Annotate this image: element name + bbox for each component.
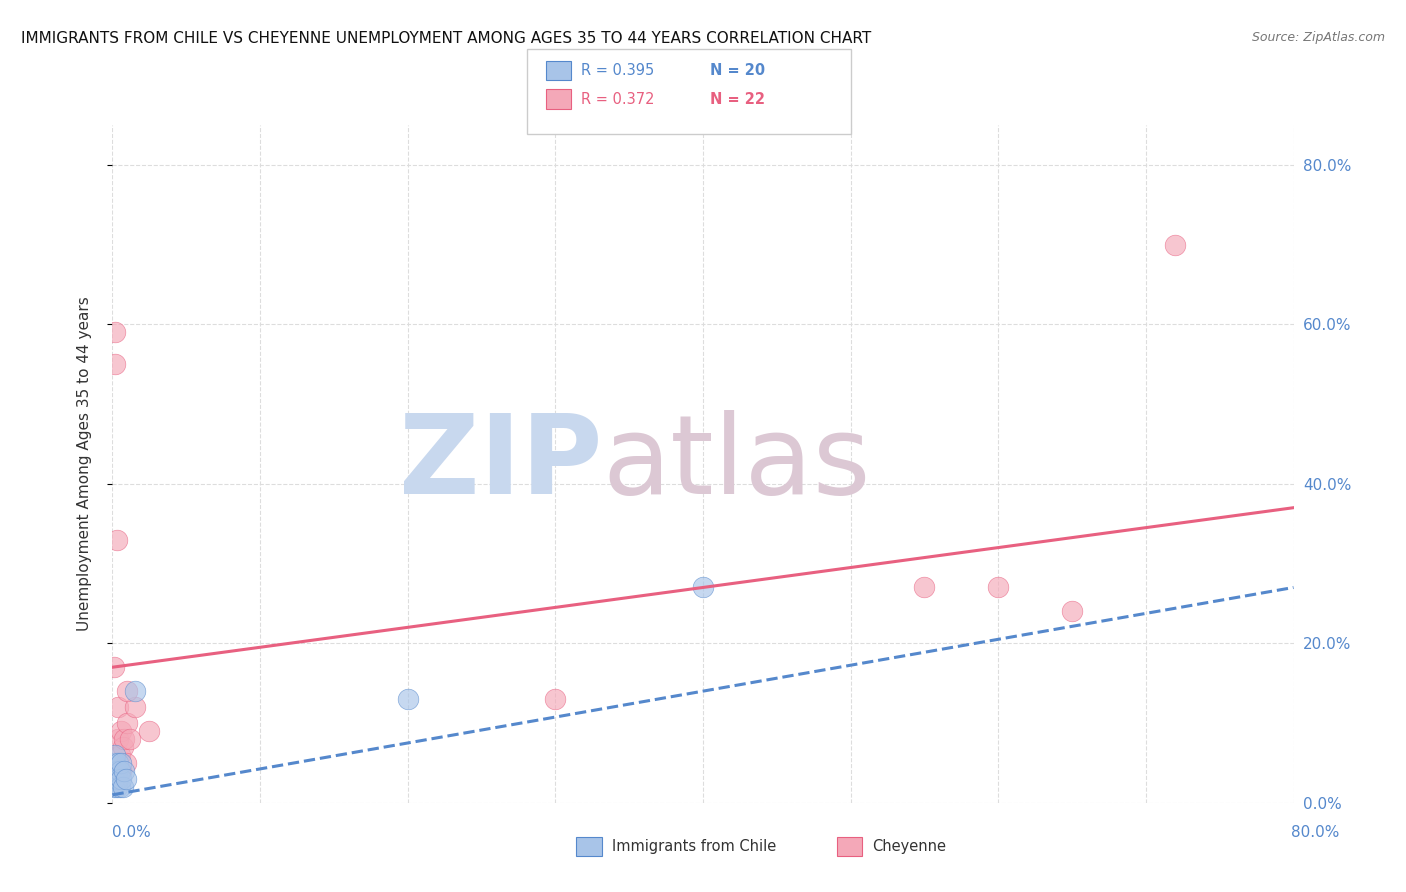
- Point: [108, 747, 131, 762]
- Text: ZIP: ZIP: [399, 410, 603, 517]
- Point: [112, 764, 135, 778]
- Point: [1164, 237, 1187, 252]
- Text: atlas: atlas: [603, 410, 872, 517]
- Text: Immigrants from Chile: Immigrants from Chile: [612, 839, 776, 854]
- Point: [105, 772, 128, 786]
- Point: [110, 772, 132, 786]
- Point: [1062, 604, 1084, 618]
- Point: [104, 357, 127, 371]
- Point: [112, 731, 135, 746]
- Point: [107, 756, 129, 770]
- Text: 0.0%: 0.0%: [112, 825, 152, 839]
- Text: Source: ZipAtlas.com: Source: ZipAtlas.com: [1251, 31, 1385, 45]
- Point: [111, 780, 134, 794]
- Point: [544, 692, 567, 706]
- Point: [124, 700, 146, 714]
- Point: [138, 724, 160, 739]
- Point: [104, 325, 127, 339]
- Point: [110, 724, 132, 739]
- Point: [117, 716, 138, 731]
- Point: [117, 684, 138, 698]
- Y-axis label: Unemployment Among Ages 35 to 44 years: Unemployment Among Ages 35 to 44 years: [77, 296, 91, 632]
- Point: [104, 747, 127, 762]
- Point: [108, 780, 131, 794]
- Point: [987, 581, 1010, 595]
- Point: [105, 533, 128, 547]
- Point: [110, 756, 132, 770]
- Point: [108, 764, 131, 778]
- Point: [103, 772, 125, 786]
- Point: [103, 780, 125, 794]
- Text: R = 0.372: R = 0.372: [581, 92, 654, 106]
- Text: R = 0.395: R = 0.395: [581, 63, 654, 78]
- Point: [105, 764, 128, 778]
- Point: [114, 756, 136, 770]
- Point: [103, 660, 125, 674]
- Point: [111, 739, 134, 754]
- Text: N = 22: N = 22: [710, 92, 765, 106]
- Point: [120, 731, 142, 746]
- Text: Cheyenne: Cheyenne: [872, 839, 946, 854]
- Text: 80.0%: 80.0%: [1291, 825, 1339, 839]
- Point: [396, 692, 419, 706]
- Point: [110, 764, 132, 778]
- Point: [692, 581, 714, 595]
- Point: [124, 684, 146, 698]
- Point: [104, 756, 127, 770]
- Text: N = 20: N = 20: [710, 63, 765, 78]
- Point: [107, 700, 129, 714]
- Point: [104, 764, 127, 778]
- Point: [114, 772, 136, 786]
- Point: [107, 772, 129, 786]
- Point: [914, 581, 936, 595]
- Point: [105, 780, 128, 794]
- Point: [107, 731, 129, 746]
- Text: IMMIGRANTS FROM CHILE VS CHEYENNE UNEMPLOYMENT AMONG AGES 35 TO 44 YEARS CORRELA: IMMIGRANTS FROM CHILE VS CHEYENNE UNEMPL…: [21, 31, 872, 46]
